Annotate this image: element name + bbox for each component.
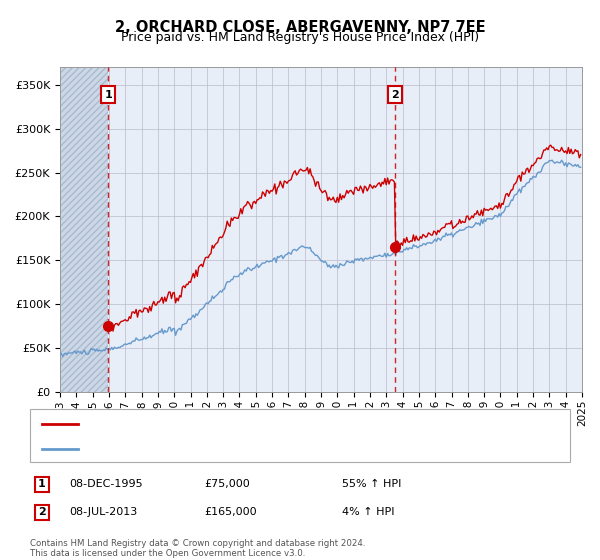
- Text: Contains HM Land Registry data © Crown copyright and database right 2024.
This d: Contains HM Land Registry data © Crown c…: [30, 539, 365, 558]
- Text: 2, ORCHARD CLOSE, ABERGAVENNY, NP7 7EE (semi-detached house): 2, ORCHARD CLOSE, ABERGAVENNY, NP7 7EE (…: [87, 419, 448, 429]
- Text: 2, ORCHARD CLOSE, ABERGAVENNY, NP7 7EE: 2, ORCHARD CLOSE, ABERGAVENNY, NP7 7EE: [115, 20, 485, 35]
- Text: 2: 2: [38, 507, 46, 517]
- Text: £165,000: £165,000: [204, 507, 257, 517]
- Text: 2: 2: [391, 90, 399, 100]
- Text: HPI: Average price, semi-detached house, Monmouthshire: HPI: Average price, semi-detached house,…: [87, 444, 390, 454]
- Text: Price paid vs. HM Land Registry's House Price Index (HPI): Price paid vs. HM Land Registry's House …: [121, 31, 479, 44]
- Text: 55% ↑ HPI: 55% ↑ HPI: [342, 479, 401, 489]
- Text: £75,000: £75,000: [204, 479, 250, 489]
- Text: 08-DEC-1995: 08-DEC-1995: [69, 479, 143, 489]
- Text: 1: 1: [38, 479, 46, 489]
- Text: 08-JUL-2013: 08-JUL-2013: [69, 507, 137, 517]
- Text: 1: 1: [104, 90, 112, 100]
- Text: 4% ↑ HPI: 4% ↑ HPI: [342, 507, 395, 517]
- Bar: [60, 67, 108, 392]
